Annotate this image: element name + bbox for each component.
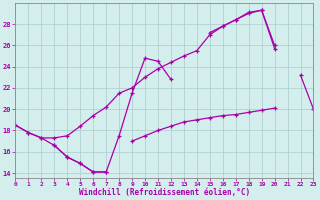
X-axis label: Windchill (Refroidissement éolien,°C): Windchill (Refroidissement éolien,°C) xyxy=(79,188,250,197)
